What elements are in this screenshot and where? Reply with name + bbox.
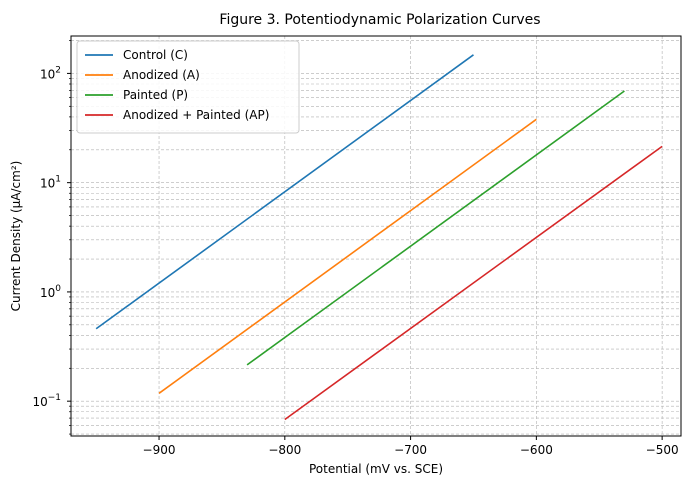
legend: Control (C) Anodized (A) Painted (P) Anodiz… xyxy=(76,40,300,134)
series-line-0 xyxy=(95,54,474,330)
chart-title: Figure 3. Potentiodynamic Polarization C… xyxy=(219,12,540,28)
legend-label-1: Anodized (A) xyxy=(123,68,200,82)
legend-label-3: Anodized + Painted (AP) xyxy=(123,108,269,122)
series-line-3 xyxy=(284,145,663,421)
y-axis-ticks: 10−1 100 101 102 xyxy=(32,40,71,435)
series-line-2 xyxy=(246,90,625,366)
series-line-1 xyxy=(158,118,537,394)
x-tick-label: −700 xyxy=(394,443,427,457)
y-tick-label: 10−1 xyxy=(32,393,61,409)
plot-frame xyxy=(70,35,682,437)
legend-label-2: Painted (P) xyxy=(123,88,188,102)
x-axis-ticks: −900 −800 −700 −600 −500 xyxy=(143,436,679,457)
x-tick-label: −500 xyxy=(646,443,679,457)
x-tick-label: −800 xyxy=(268,443,301,457)
series-lines xyxy=(95,54,663,421)
x-tick-label: −900 xyxy=(143,443,176,457)
x-tick-label: −600 xyxy=(520,443,553,457)
legend-box xyxy=(76,40,300,134)
x-axis-label: Potential (mV vs. SCE) xyxy=(309,462,443,476)
y-tick-label: 101 xyxy=(40,175,61,191)
y-tick-label: 102 xyxy=(40,65,61,81)
y-axis-label: Current Density (μA/cm²) xyxy=(9,161,23,312)
legend-label-0: Control (C) xyxy=(123,48,188,62)
y-tick-label: 100 xyxy=(40,284,61,300)
